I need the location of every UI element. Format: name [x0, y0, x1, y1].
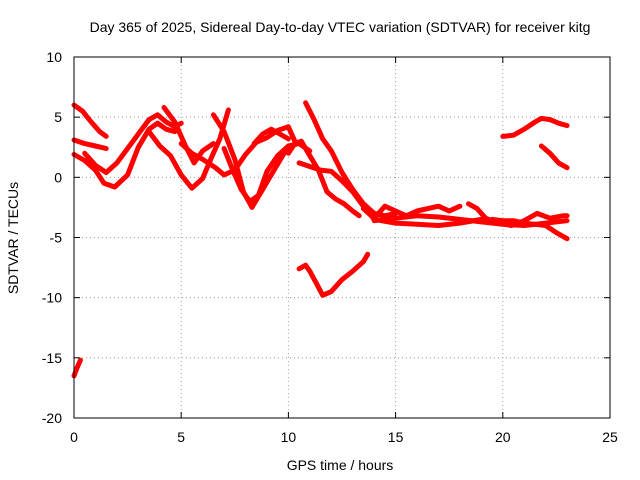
trace-s2: [71, 102, 109, 139]
y-tick-label: -5: [50, 230, 63, 246]
x-axis-title: GPS time / hours: [287, 457, 394, 473]
x-tick-label: 5: [177, 429, 185, 445]
trace-s13: [303, 100, 399, 219]
trace-s5: [82, 112, 184, 175]
y-tick-label: -20: [42, 410, 62, 426]
trace-s12: [285, 138, 362, 219]
x-tick-label: 15: [388, 429, 404, 445]
x-tick-label: 25: [602, 429, 618, 445]
trace-s15: [296, 251, 371, 298]
trace-s9: [210, 112, 291, 210]
data-traces: [71, 100, 570, 379]
y-axis-title: SDTVAR / TECUs: [5, 182, 21, 294]
y-tick-label: 10: [46, 49, 62, 65]
trace-s20: [538, 143, 570, 171]
trace-s11: [251, 126, 291, 147]
x-tick-label: 0: [70, 429, 78, 445]
trace-s21: [489, 216, 570, 242]
y-tick-label: -15: [42, 350, 62, 366]
trace-s16: [360, 203, 463, 221]
y-tick-label: 0: [54, 169, 62, 185]
grid: [74, 57, 610, 418]
x-tick-label: 20: [495, 429, 511, 445]
trace-s1: [71, 357, 83, 379]
trace-s4: [71, 120, 178, 190]
chart-title: Day 365 of 2025, Sidereal Day-to-day VTE…: [90, 19, 591, 35]
y-tick-label: 5: [54, 109, 62, 125]
axis-ticks: 0 5 10 15 20 25 -20 -15 -10 -5 0 5 10: [42, 49, 618, 445]
y-tick-label: -10: [42, 290, 62, 306]
trace-s8: [178, 124, 298, 178]
trace-s6: [146, 107, 231, 191]
x-tick-label: 10: [281, 429, 297, 445]
trace-s3: [71, 137, 109, 151]
trace-s19: [500, 115, 570, 139]
